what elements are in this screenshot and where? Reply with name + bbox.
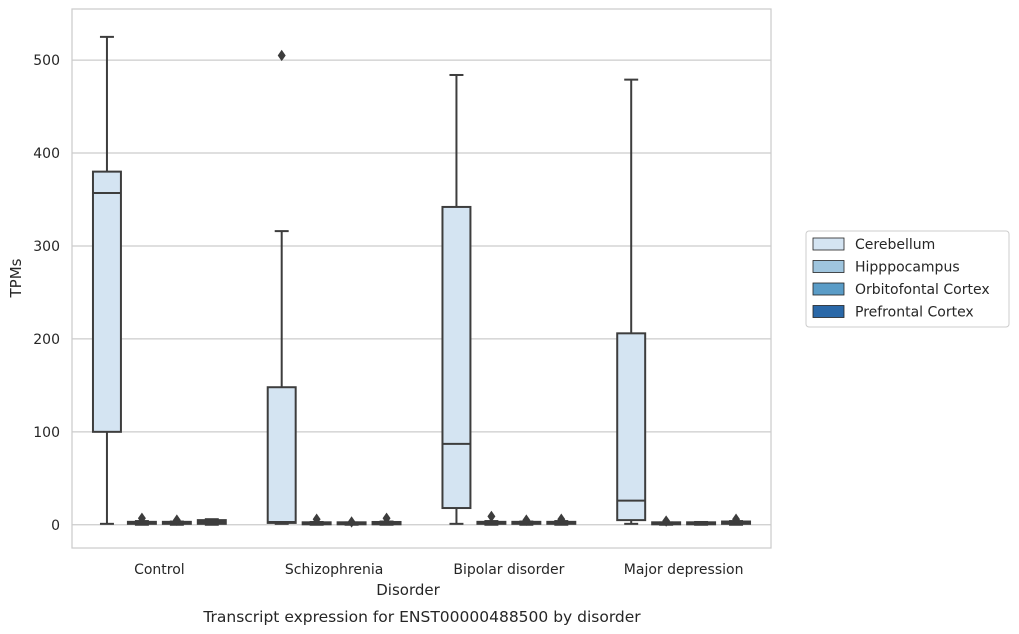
outlier-0	[662, 515, 671, 527]
y-tick-labels: 0 100 200 300 400 500	[33, 53, 60, 534]
outlier-0	[347, 516, 356, 528]
y-tick-label-100: 100	[33, 425, 60, 441]
legend-label-0: Cerebellum	[855, 237, 935, 253]
box-2-0	[161, 514, 192, 526]
legend-swatch-0	[812, 237, 845, 251]
legend-label-3: Prefrontal Cortex	[855, 305, 974, 321]
y-axis-label: TPMs	[7, 258, 25, 298]
box-1-1	[301, 513, 332, 526]
plot-frame	[71, 8, 772, 549]
y-tick-label-200: 200	[33, 332, 60, 348]
box-3-1	[371, 512, 402, 526]
outlier-0	[312, 513, 321, 525]
outlier-0	[277, 49, 286, 62]
box-0-0	[91, 35, 122, 525]
x-tick-label-3: Major depression	[624, 562, 744, 578]
outlier-0	[557, 513, 566, 525]
legend-swatch-1	[812, 260, 845, 273]
y-tick-label-0: 0	[51, 518, 60, 534]
box-3-0	[196, 518, 227, 526]
x-tick-label-1: Schizophrenia	[285, 562, 383, 578]
y-tick-label-300: 300	[33, 239, 60, 255]
box-3-3	[721, 513, 752, 526]
legend-label-2: Orbitofontal Cortex	[855, 282, 990, 298]
box-body	[266, 386, 297, 524]
outlier-0	[522, 514, 531, 526]
outlier-0	[732, 513, 741, 525]
y-tick-label-500: 500	[33, 53, 60, 69]
box-0-2	[441, 73, 472, 525]
legend-frame	[805, 230, 1010, 328]
legend: Cerebellum Hipppocampus Orbitofontal Corte…	[805, 230, 1010, 328]
outlier-0	[382, 512, 391, 524]
box-3-2	[546, 513, 577, 526]
outlier-0	[487, 510, 496, 523]
legend-swatch-3	[812, 305, 845, 318]
box-body	[441, 205, 472, 510]
legend-swatch-2	[812, 282, 845, 296]
outlier-0	[137, 512, 146, 524]
x-axis-label: Disorder	[376, 581, 440, 599]
legend-label-1: Hipppocampus	[855, 260, 960, 276]
box-1-0	[126, 512, 157, 526]
y-tick-label-400: 400	[33, 146, 60, 162]
box-0-3	[616, 78, 647, 525]
outlier-0	[172, 514, 181, 526]
gridlines	[72, 59, 771, 526]
box-2-1	[336, 516, 367, 528]
box-2-2	[511, 514, 542, 526]
chart-caption: Transcript expression for ENST0000048850…	[202, 608, 641, 626]
x-tick-label-0: Control	[134, 562, 185, 578]
box-0-1	[266, 49, 297, 525]
box-body	[616, 332, 647, 522]
box-1-3	[651, 515, 682, 527]
box-1-2	[476, 510, 507, 526]
box-2-3	[686, 520, 717, 526]
x-tick-label-2: Bipolar disorder	[453, 562, 564, 578]
boxes-layer	[91, 35, 752, 528]
box-body	[91, 170, 122, 433]
x-tick-labels: Control Schizophrenia Bipolar disorder Majo…	[134, 562, 743, 578]
